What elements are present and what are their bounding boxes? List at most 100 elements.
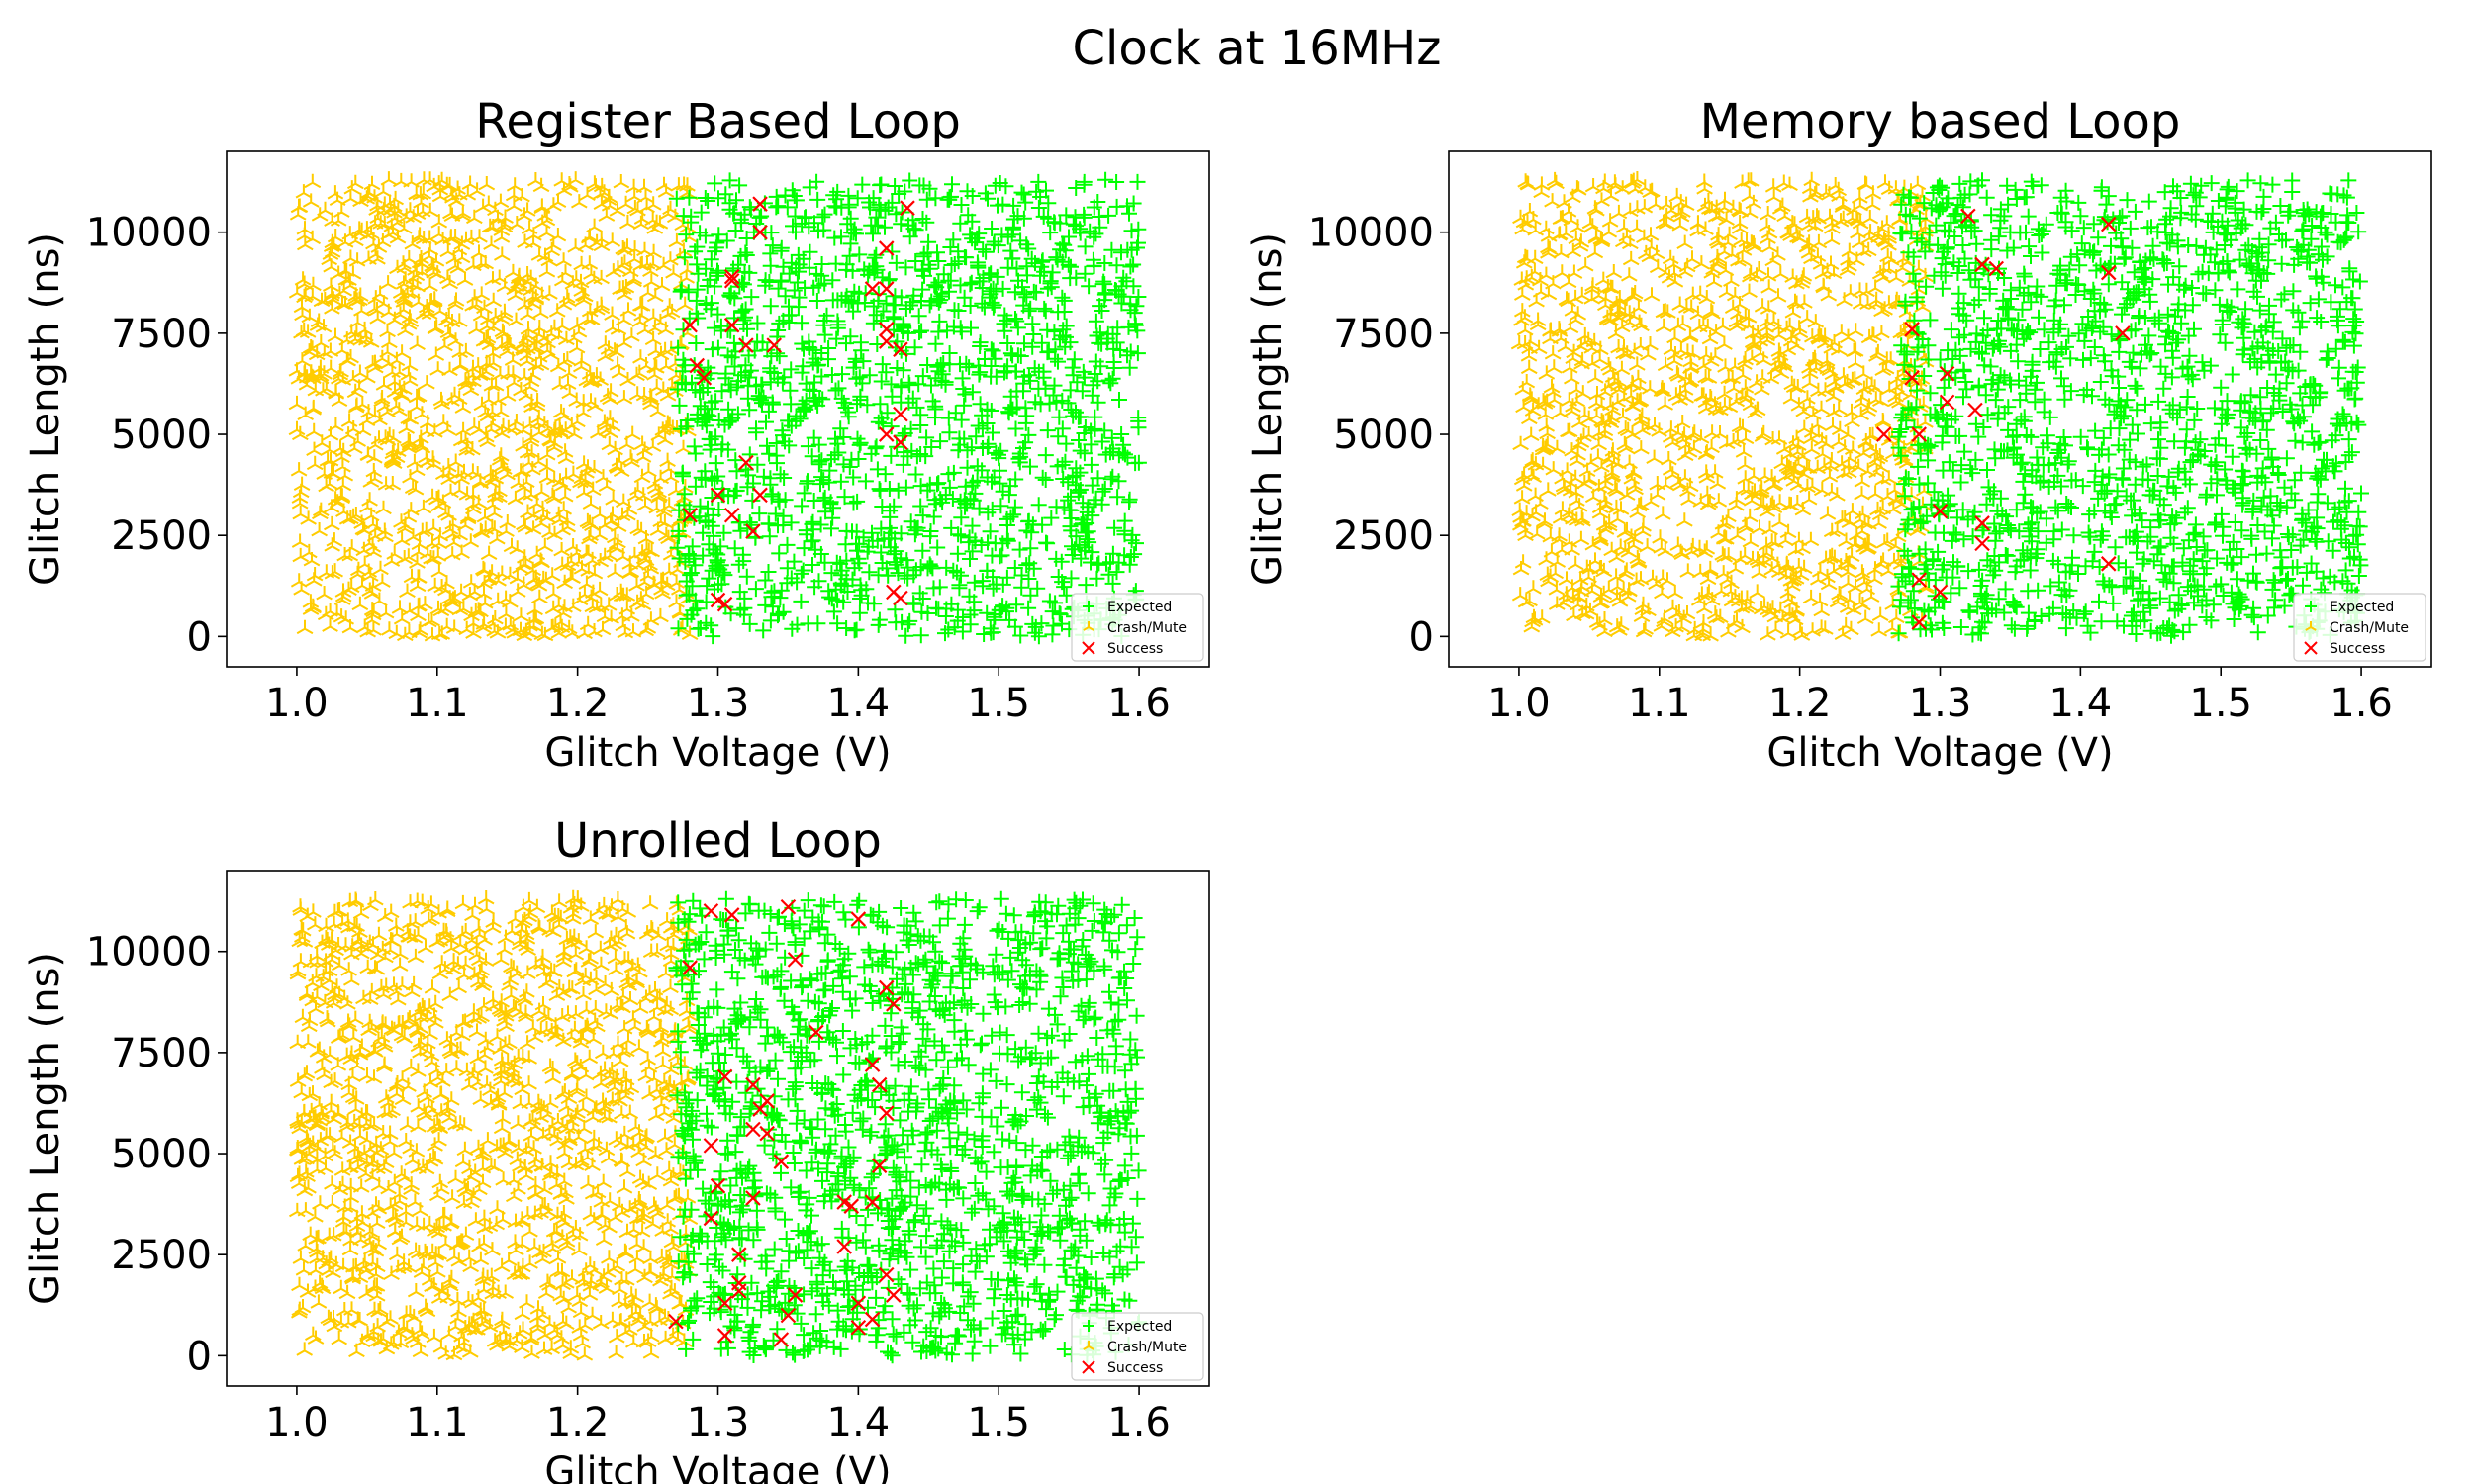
success-point [878,1105,895,1121]
y-tick-label: 5000 [1333,413,1434,458]
legend: Expected Crash/Mute Success [2293,593,2426,662]
success-point [731,1247,747,1262]
success-point [723,317,740,333]
success-point [850,911,867,927]
y-axis-label: Glitch Length (ns) [23,232,68,586]
y-tick-label: 5000 [111,1132,212,1177]
success-point [759,1125,775,1142]
legend-crash-label: Crash/Mute [2330,620,2409,636]
success-point [1911,572,1927,588]
legend: Expected Crash/Mute Success [1071,593,1204,662]
success-point [773,1154,790,1169]
x-tick-label: 1.2 [546,1400,610,1445]
success-point [871,1076,888,1093]
success-point [864,1194,881,1210]
legend-frame [1071,593,1204,662]
success-point [682,960,698,975]
legend-success-label: Success [2330,641,2385,657]
success-point [780,1307,797,1324]
success-point [878,1266,895,1283]
x-tick-label: 1.5 [2189,681,2252,726]
success-point [878,333,895,349]
success-point [864,1311,881,1328]
success-point [723,907,740,923]
crash-mute-points [289,889,699,1361]
success-point [886,996,902,1012]
success-point [836,1194,852,1210]
x-tick-label: 1.0 [265,1400,329,1445]
success-point [723,268,740,285]
success-point [1939,365,1955,382]
x-tick-label: 1.2 [546,681,610,726]
success-point [710,1177,726,1194]
legend-expected-marker [1083,601,1094,612]
x-tick-label: 1.3 [687,1400,750,1445]
success-point [2115,325,2131,341]
success-point [723,507,740,523]
x-tick-label: 1.3 [1909,681,1972,726]
panel-title: Register Based Loop [475,94,961,149]
success-point [731,1283,747,1299]
success-point [843,1198,860,1214]
success-point [878,322,895,337]
success-point [893,406,908,422]
y-tick-label: 5000 [111,413,212,458]
success-point [878,240,895,256]
x-tick-label: 1.6 [2330,681,2393,726]
y-tick-label: 0 [1409,614,1434,660]
success-point [766,337,783,353]
y-tick-label: 7500 [1333,312,1434,357]
success-point [878,281,895,297]
legend-crash-marker [2305,621,2317,631]
success-point [1974,515,1990,531]
y-axis-label: Glitch Length (ns) [1245,232,1290,586]
success-point [809,1024,824,1041]
expected-points [668,171,1147,645]
y-tick-label: 2500 [111,513,212,559]
success-point [878,979,895,996]
success-point [752,224,768,240]
x-axis-label: Glitch Voltage (V) [1766,730,2113,776]
success-point [745,1076,761,1093]
x-tick-label: 1.4 [827,681,891,726]
success-point [893,434,908,450]
legend-frame [1071,1312,1204,1381]
success-point [878,426,895,442]
success-point [710,487,726,504]
success-point [1911,426,1927,442]
x-axis-label: Glitch Voltage (V) [544,1449,891,1484]
x-tick-label: 1.4 [2049,681,2113,726]
y-tick-label: 0 [187,1334,212,1379]
success-point [723,272,740,289]
success-point [689,357,705,374]
success-point [745,523,761,539]
legend-expected-label: Expected [1107,600,1172,615]
expected-points [1890,172,2369,644]
scatter-panel-2: Memory based Loop 1.0 1.1 1.2 1.3 1.4 1.5 1.6 0 2… [1245,94,2432,776]
success-point [1974,535,1990,552]
success-point [1988,260,2005,277]
success-point [780,898,797,915]
y-tick-label: 2500 [1333,513,1434,559]
legend-crash-label: Crash/Mute [1107,1340,1187,1355]
scatter-marks [1510,171,2369,644]
success-point [773,1332,790,1347]
legend-success-marker [2304,641,2318,655]
crash-mute-points [288,171,699,642]
success-point [787,1287,804,1303]
y-axis-label: Glitch Length (ns) [23,952,68,1305]
y-tick-label: 10000 [1308,211,1434,256]
success-point [1932,584,1949,601]
x-tick-label: 1.0 [1487,681,1551,726]
figure-suptitle: Clock at 16MHz [1073,21,1442,76]
success-point [1904,322,1920,337]
success-point [703,1210,719,1227]
success-point [850,1295,867,1312]
legend-expected-marker [2305,601,2317,612]
y-tick-label: 2500 [111,1233,212,1278]
success-point [716,1068,733,1085]
success-point [682,317,698,333]
success-point [1932,503,1949,519]
y-tick-label: 10000 [86,211,212,256]
legend-success-marker [1082,641,1095,655]
